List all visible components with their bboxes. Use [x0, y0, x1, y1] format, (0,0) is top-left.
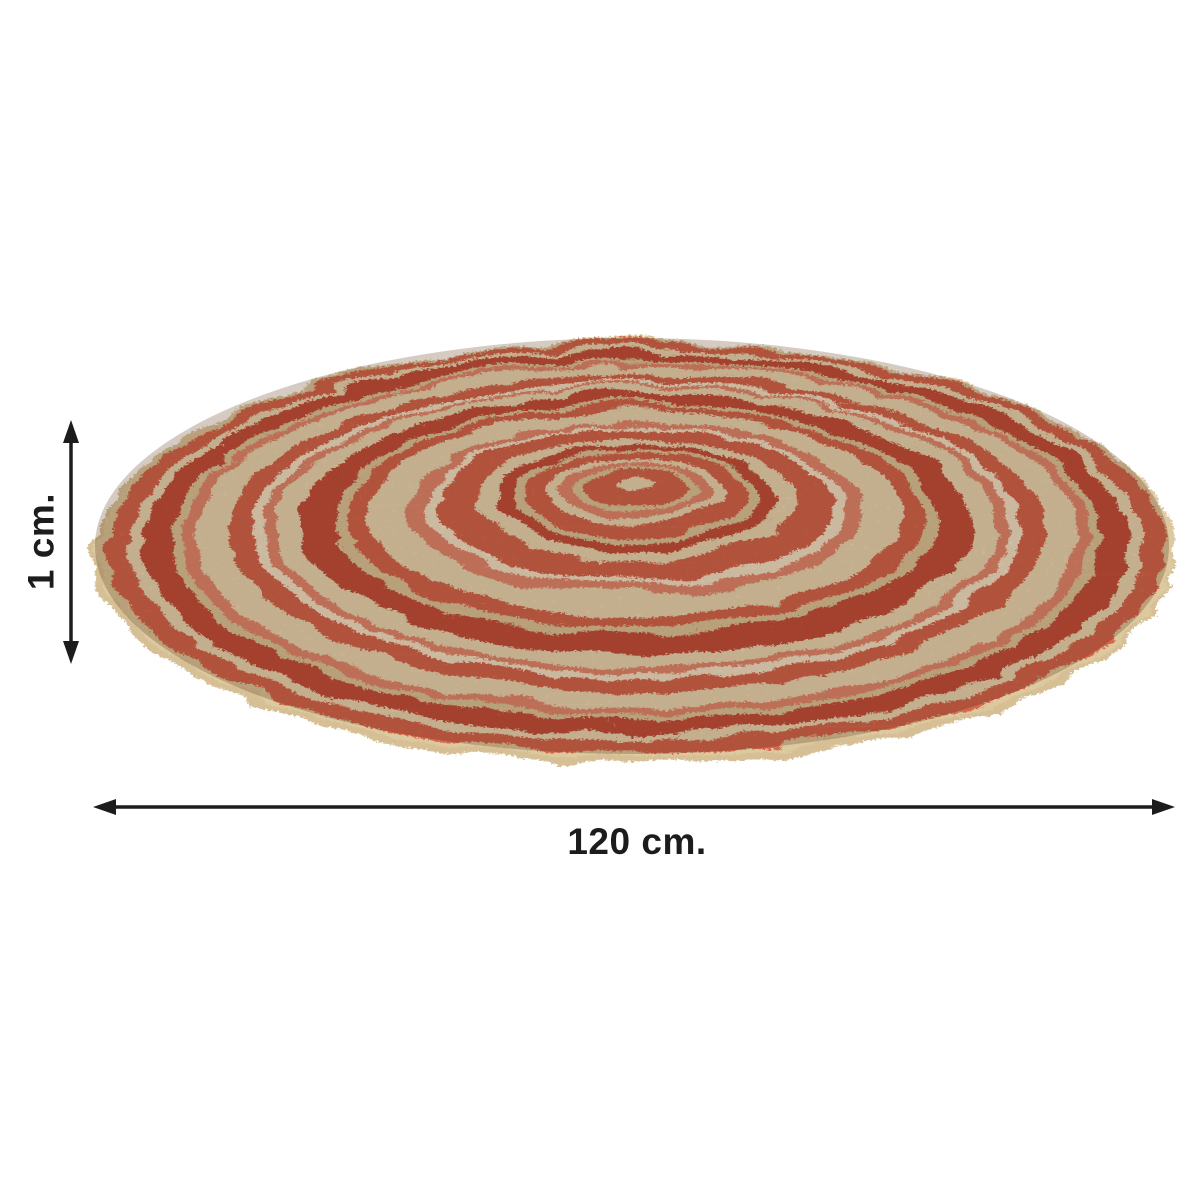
rug-braid-streaks [95, 338, 1169, 754]
arrow-up-icon [63, 420, 79, 443]
rug-image [90, 338, 1170, 761]
arrow-left-icon [93, 799, 116, 815]
height-dimension-label: 1 cm. [20, 492, 62, 591]
width-dimension-arrow [93, 799, 1175, 815]
arrow-down-icon [63, 641, 79, 664]
height-dimension-arrow [63, 420, 79, 664]
arrow-right-icon [1152, 799, 1175, 815]
width-dimension-label: 120 cm. [567, 821, 707, 862]
